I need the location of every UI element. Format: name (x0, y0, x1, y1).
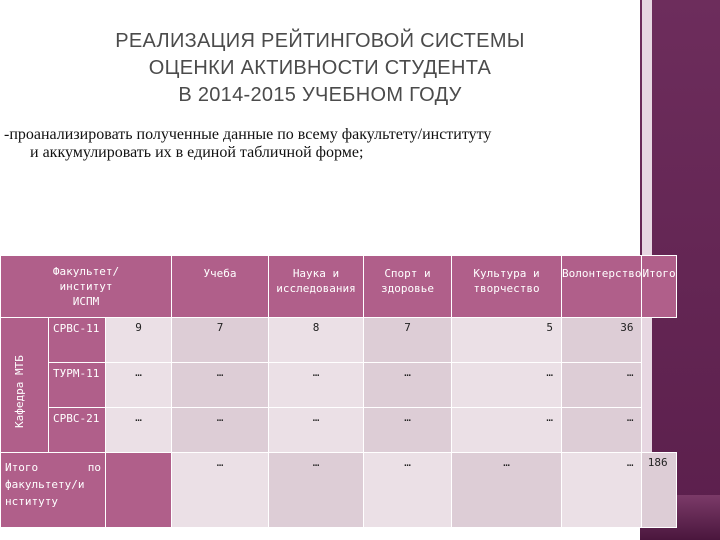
value-cell: 8 (268, 317, 364, 363)
value-cell: 7 (363, 317, 452, 363)
table-row: ТУРМ-11 … … … … … … (1, 362, 677, 408)
intro-line-2: и аккумулировать их в единой табличной ф… (30, 144, 364, 161)
faculty-header-line-2: институт (59, 280, 113, 293)
intro-text: -проанализировать полученные данные по в… (4, 126, 634, 162)
value-cell: … (171, 407, 269, 453)
value-cell: … (363, 407, 452, 453)
total-label-word-2: по (87, 461, 101, 474)
group-code-cell: СРВС-11 (48, 317, 106, 363)
group-code-cell: СРВС-21 (48, 407, 106, 453)
value-cell: … (105, 362, 172, 408)
title-line-1: РЕАЛИЗАЦИЯ РЕЙТИНГОВОЙ СИСТЕМЫ (115, 30, 525, 52)
value-cell: … (363, 362, 452, 408)
value-cell: … (451, 407, 562, 453)
table-row: Кафедра МТБ СРВС-11 9 7 8 7 5 36 (0, 317, 677, 453)
table-header-row: Факультет/ институт ИСПМ Учеба Наука и и… (0, 255, 677, 318)
slide-title: РЕАЛИЗАЦИЯ РЕЙТИНГОВОЙ СИСТЕМЫ ОЦЕНКИ АК… (30, 28, 610, 109)
total-blank-cell (105, 452, 172, 528)
value-cell: 7 (171, 317, 269, 363)
value-cell: … (560, 362, 643, 408)
value-cell: 36 (560, 317, 643, 363)
value-cell: … (105, 407, 172, 453)
department-label: Кафедра МТБ (13, 355, 26, 428)
column-header-sport: Спорт и здоровье (363, 255, 452, 318)
total-label-word-1: Итого (5, 461, 39, 474)
total-label-line-2: факультету/и (5, 478, 85, 491)
column-header-science: Наука и исследования (268, 255, 364, 318)
group-code-cell: ТУРМ-11 (48, 362, 106, 408)
total-row: Итого по факультету/и нституту … … … … …… (0, 452, 677, 528)
total-label-cell: Итого по факультету/и нституту (0, 452, 106, 528)
value-cell: … (560, 407, 643, 453)
value-cell: 5 (451, 317, 562, 363)
title-line-2: ОЦЕНКИ АКТИВНОСТИ СТУДЕНТА (148, 57, 492, 79)
department-cell: Кафедра МТБ (0, 317, 49, 453)
intro-line-1: -проанализировать полученные данные по в… (4, 126, 492, 143)
value-cell: … (268, 362, 364, 408)
value-cell: … (171, 362, 269, 408)
value-cell: … (268, 452, 364, 528)
column-header-total: Итого (641, 255, 677, 318)
faculty-header-cell: Факультет/ институт ИСПМ (0, 255, 172, 318)
column-header-study: Учеба (171, 255, 269, 318)
value-cell: … (268, 407, 364, 453)
table-row: СРВС-21 … … … … … … (1, 407, 677, 453)
value-cell: … (451, 452, 562, 528)
value-cell: … (171, 452, 269, 528)
value-cell: 186 (641, 452, 677, 528)
column-header-culture: Культура и творчество (451, 255, 562, 318)
column-header-volunteering: Волонтерство (560, 255, 643, 318)
title-line-3: В 2014-2015 УЧЕБНОМ ГОДУ (178, 84, 462, 106)
rating-table: Факультет/ институт ИСПМ Учеба Наука и и… (0, 255, 677, 528)
value-cell: 9 (105, 317, 172, 363)
value-cell: … (560, 452, 643, 528)
faculty-header-line-3: ИСПМ (72, 295, 100, 308)
value-cell: … (451, 362, 562, 408)
value-cell: … (363, 452, 452, 528)
total-label-line-3: нституту (5, 495, 58, 508)
faculty-header-line-1: Факультет/ (52, 265, 120, 278)
